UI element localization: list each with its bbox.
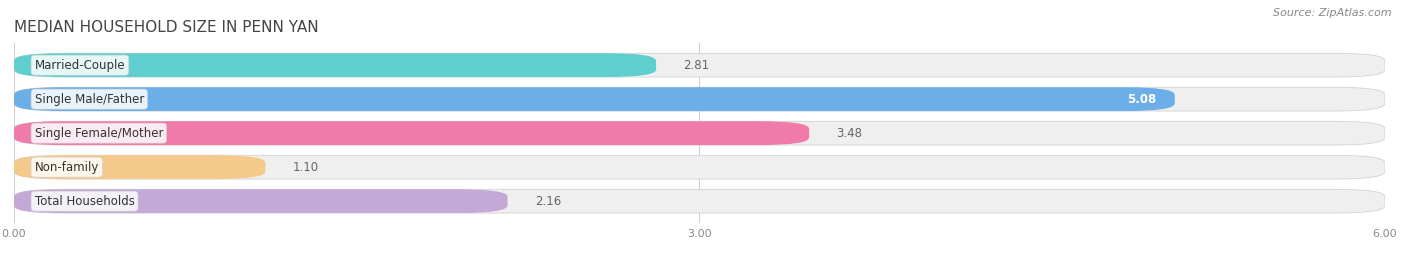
Text: Married-Couple: Married-Couple (35, 59, 125, 72)
Text: Non-family: Non-family (35, 161, 98, 174)
FancyBboxPatch shape (14, 121, 810, 145)
Text: Single Male/Father: Single Male/Father (35, 93, 143, 106)
FancyBboxPatch shape (14, 53, 1385, 77)
Text: 1.10: 1.10 (292, 161, 319, 174)
Text: 2.16: 2.16 (536, 195, 561, 208)
FancyBboxPatch shape (14, 121, 1385, 145)
FancyBboxPatch shape (14, 53, 657, 77)
Text: Single Female/Mother: Single Female/Mother (35, 127, 163, 140)
Text: 2.81: 2.81 (683, 59, 710, 72)
FancyBboxPatch shape (14, 189, 1385, 213)
FancyBboxPatch shape (14, 189, 508, 213)
Text: Total Households: Total Households (35, 195, 135, 208)
Text: Source: ZipAtlas.com: Source: ZipAtlas.com (1274, 8, 1392, 18)
FancyBboxPatch shape (14, 155, 266, 179)
FancyBboxPatch shape (14, 87, 1385, 111)
Text: 3.48: 3.48 (837, 127, 862, 140)
Text: MEDIAN HOUSEHOLD SIZE IN PENN YAN: MEDIAN HOUSEHOLD SIZE IN PENN YAN (14, 20, 319, 35)
FancyBboxPatch shape (14, 155, 1385, 179)
Text: 5.08: 5.08 (1128, 93, 1156, 106)
FancyBboxPatch shape (14, 87, 1175, 111)
